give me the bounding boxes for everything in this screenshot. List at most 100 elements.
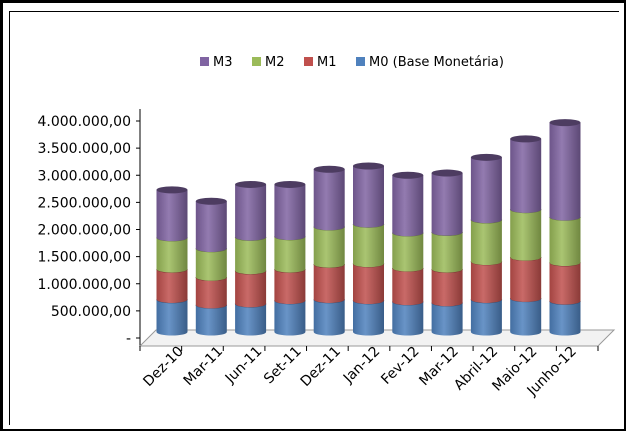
y-tick-label: 3.000.000,00	[37, 168, 131, 184]
legend-item: M3	[200, 55, 233, 70]
x-tick-label: Dez-10	[140, 344, 186, 390]
bar-cap	[195, 197, 227, 205]
x-tick-label: Jun-11	[222, 344, 266, 388]
bar-segment-m0	[195, 304, 227, 336]
y-tick-label: 500.000,00	[51, 304, 131, 320]
y-tick-label: -	[126, 331, 131, 347]
bar-segment-m2	[549, 216, 581, 267]
bar-stack	[549, 119, 581, 336]
bar-segment-m2	[431, 232, 463, 273]
bar-segment-m0	[392, 301, 424, 336]
bar-segment-m2	[156, 237, 188, 273]
bar-segment-m0	[353, 300, 384, 336]
bar-segment-m1	[510, 257, 542, 302]
bar-segment-m3	[274, 184, 306, 241]
bar-cap	[392, 171, 424, 179]
bars	[156, 119, 581, 336]
bar-segment-m0	[156, 299, 188, 336]
bar-segment-m0	[313, 299, 345, 336]
x-tick-label: Set-11	[261, 344, 305, 388]
y-tick-label: 2.000.000,00	[37, 223, 131, 239]
legend-item: M1	[304, 55, 337, 70]
bar-segment-m0	[431, 302, 463, 336]
bar-segment-m2	[274, 236, 306, 273]
legend-swatch	[356, 57, 365, 66]
bar-segment-m1	[431, 269, 463, 307]
legend-item: M0 (Base Monetária)	[356, 55, 504, 70]
bar-segment-m1	[156, 269, 188, 303]
bar-segment-m1	[195, 277, 227, 309]
y-tick-label: 2.500.000,00	[37, 195, 131, 211]
x-tick-label: Jan-12	[340, 344, 383, 387]
bar-segment-m0	[510, 298, 542, 336]
y-tick-label: 1.500.000,00	[37, 250, 131, 266]
bar-segment-m2	[353, 224, 384, 268]
x-tick-label: Dez-11	[298, 344, 344, 390]
bar-cap	[274, 180, 306, 188]
bar-segment-m2	[392, 232, 424, 272]
bar-segment-m3	[235, 184, 267, 241]
bar-segment-m2	[195, 248, 227, 281]
legend-swatch	[304, 57, 313, 66]
bar-segment-m3	[470, 157, 502, 224]
bar-segment-m1	[353, 263, 384, 305]
legend-swatch	[200, 57, 209, 66]
bar-segment-m3	[431, 173, 463, 236]
y-tick-label: 3.500.000,00	[37, 141, 131, 157]
bar-segment-m3	[549, 122, 581, 221]
bar-cap	[431, 169, 463, 177]
legend-item: M2	[252, 55, 285, 70]
y-tick-label: 4.000.000,00	[37, 114, 131, 130]
bar-segment-m0	[274, 300, 306, 336]
legend-label: M2	[265, 55, 285, 70]
bar-stack	[352, 162, 385, 336]
bar-stack	[234, 180, 267, 336]
x-tick-label: Fev-12	[378, 344, 422, 388]
legend: M3 M2 M1 M0 (Base Monetária)	[200, 55, 504, 70]
bar-segment-m2	[313, 226, 345, 268]
x-tick-label: Mar-11	[181, 344, 227, 390]
x-tick-labels: Dez-10Mar-11Jun-11Set-11Dez-11Jan-12Fev-…	[140, 344, 579, 400]
bar-segment-m1	[392, 267, 424, 306]
bar-segment-m2	[235, 237, 267, 275]
bar-segment-m3	[510, 138, 542, 213]
bar-cap	[313, 165, 345, 173]
bar-stack	[431, 169, 463, 336]
bar-stack	[156, 186, 188, 336]
bar-segment-m0	[235, 303, 267, 336]
bar-cap	[470, 153, 502, 161]
bar-segment-m3	[353, 165, 384, 228]
legend-label: M0 (Base Monetária)	[369, 55, 504, 70]
bar-cap	[235, 180, 267, 188]
chart-area-border	[9, 11, 619, 425]
bar-segment-m2	[510, 209, 542, 261]
bar-segment-m3	[313, 169, 345, 231]
y-tick-labels: - 500.000,00 1.000.000,00 1.500.000,00 2.000…	[37, 114, 131, 347]
bar-segment-m3	[156, 189, 188, 242]
bar-stack	[313, 165, 345, 336]
bar-segment-m3	[392, 175, 424, 237]
bar-cap	[510, 135, 542, 143]
bar-segment-m1	[470, 261, 502, 303]
bar-stack	[195, 197, 228, 336]
bar-stack	[509, 135, 542, 336]
bar-cap	[353, 162, 384, 170]
bar-segment-m1	[313, 264, 345, 303]
bar-segment-m0	[549, 301, 581, 336]
bar-stack	[274, 180, 306, 336]
bar-segment-m1	[549, 262, 581, 305]
bar-segment-m3	[195, 201, 227, 252]
bar-stack	[392, 171, 424, 336]
legend-label: M1	[317, 55, 337, 70]
bar-segment-m1	[274, 269, 306, 305]
legend-label: M3	[213, 55, 233, 70]
bar-segment-m2	[470, 219, 502, 265]
legend-swatch	[252, 57, 261, 66]
bar-cap	[156, 186, 188, 194]
bar-segment-m1	[235, 270, 267, 308]
bar-segment-m0	[470, 299, 502, 336]
bar-cap	[549, 119, 581, 127]
bar-stack	[470, 153, 503, 336]
